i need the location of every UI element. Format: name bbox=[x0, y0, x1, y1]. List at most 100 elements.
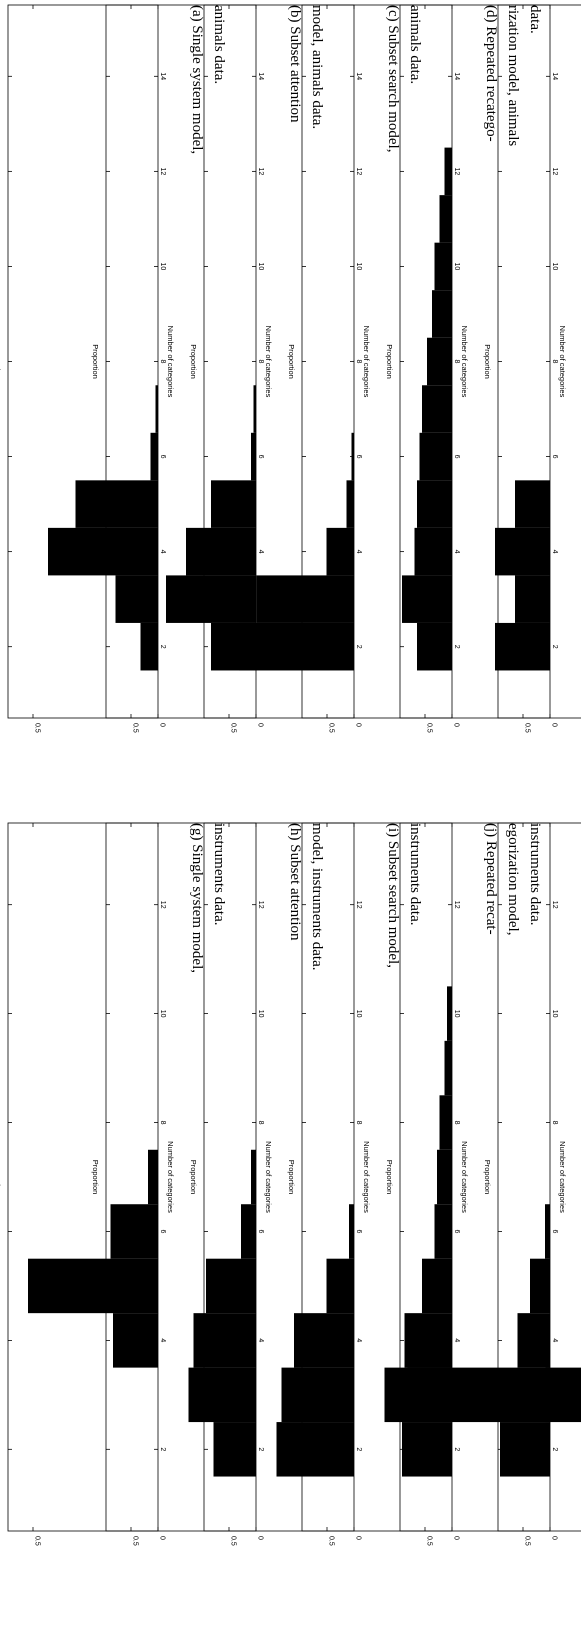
bar-2 bbox=[402, 1422, 452, 1477]
x-tick-label: 12 bbox=[257, 167, 264, 175]
y-tick-label: 0 bbox=[355, 723, 362, 727]
x-axis-label: Number of categories bbox=[460, 1141, 469, 1213]
x-tick-label: 8 bbox=[257, 1121, 264, 1125]
caption-line: (a) Single system model, bbox=[189, 5, 205, 154]
chart-panel-h: 0 0.5 2 4 6 8 10 12 Number of categories Proporti… bbox=[91, 822, 325, 1546]
x-tick-label: 8 bbox=[453, 360, 460, 364]
caption-line: animals data. bbox=[407, 5, 423, 84]
bar-3 bbox=[515, 575, 550, 623]
bar-3 bbox=[281, 1367, 354, 1423]
y-tick-label: 0 bbox=[551, 1536, 558, 1540]
y-tick-label: 0 bbox=[453, 723, 460, 727]
caption-line: animals data. bbox=[211, 5, 227, 84]
bar-5 bbox=[515, 480, 550, 528]
y-axis-label: Proportion bbox=[91, 344, 100, 379]
bar-5 bbox=[346, 480, 354, 528]
x-tick-label: 4 bbox=[551, 1338, 558, 1342]
y-tick-label: 0 bbox=[355, 1536, 362, 1540]
y-tick-label: 0.5 bbox=[426, 723, 433, 733]
x-tick-label: 8 bbox=[551, 1121, 558, 1125]
chart-panel-b: 0 0.5 2 4 6 8 10 12 14 Number of categories Propor… bbox=[91, 4, 325, 733]
x-tick-label: 8 bbox=[159, 360, 166, 364]
chart-panel-e: 0 0.5 2 4 6 8 10 12 14 Number of categories Propor… bbox=[385, 4, 567, 733]
x-tick-label: 10 bbox=[355, 1010, 362, 1018]
bar-3 bbox=[115, 575, 158, 623]
x-tick-label: 12 bbox=[159, 901, 166, 909]
bar-4 bbox=[414, 527, 452, 576]
x-axis-label: Number of categories bbox=[166, 326, 175, 398]
x-tick-label: 6 bbox=[551, 455, 558, 459]
y-axis-label: Proportion bbox=[0, 344, 2, 379]
y-tick-label: 0 bbox=[159, 1536, 166, 1540]
x-axis-label: Number of categories bbox=[558, 1141, 567, 1213]
y-axis-label: Proportion bbox=[385, 344, 394, 379]
plot-frame bbox=[7, 822, 159, 1532]
bar-2 bbox=[276, 1422, 354, 1477]
x-tick-label: 4 bbox=[453, 550, 460, 554]
bar-5 bbox=[211, 480, 256, 528]
bar-5 bbox=[75, 480, 158, 528]
x-tick-label: 10 bbox=[159, 263, 166, 271]
bar-4 bbox=[517, 1313, 550, 1368]
chart-panel-l: 0 0.5 2 4 6 8 10 12 Number of categories Proporti… bbox=[483, 822, 581, 1546]
x-axis-label: Number of categories bbox=[264, 326, 273, 398]
bar-3 bbox=[402, 575, 452, 623]
bar-2 bbox=[500, 1422, 550, 1477]
bar-3 bbox=[166, 575, 256, 623]
chart-panel-f: 0 0.5 2 4 6 8 10 12 14 Number of categories Propor… bbox=[483, 4, 581, 733]
x-tick-label: 2 bbox=[159, 645, 166, 649]
x-tick-label: 14 bbox=[355, 72, 362, 80]
y-tick-label: 0.5 bbox=[328, 1536, 335, 1546]
bar-7 bbox=[437, 1149, 452, 1205]
bar-5 bbox=[422, 1258, 452, 1314]
bar-10 bbox=[434, 242, 452, 291]
x-tick-label: 12 bbox=[551, 167, 558, 175]
x-tick-label: 2 bbox=[551, 1447, 558, 1451]
x-tick-label: 14 bbox=[257, 72, 264, 80]
bar-8 bbox=[439, 1095, 452, 1150]
x-tick-label: 2 bbox=[453, 645, 460, 649]
caption-line: (d) Repeated recatego- bbox=[483, 5, 499, 142]
y-axis-label: Proportion bbox=[189, 1160, 198, 1195]
x-tick-label: 10 bbox=[257, 263, 264, 271]
caption-line: (g) Single system model, bbox=[189, 823, 205, 973]
bar-7 bbox=[148, 1149, 158, 1205]
x-tick-label: 10 bbox=[551, 1010, 558, 1018]
x-tick-label: 2 bbox=[159, 1447, 166, 1451]
x-tick-label: 8 bbox=[257, 360, 264, 364]
caption-line: instruments data. bbox=[527, 823, 543, 925]
caption-line: rization model, animals bbox=[505, 5, 521, 146]
bar-5 bbox=[417, 480, 452, 528]
bar-9 bbox=[432, 290, 452, 338]
caption-line: (c) Subset search model, bbox=[385, 5, 401, 152]
bar-4 bbox=[404, 1313, 452, 1368]
x-tick-label: 12 bbox=[257, 901, 264, 909]
bar-6 bbox=[419, 432, 452, 481]
plot-frame bbox=[399, 822, 551, 1532]
y-tick-label: 0.5 bbox=[328, 723, 335, 733]
bar-4 bbox=[495, 527, 550, 576]
y-axis-label: Proportion bbox=[0, 1160, 2, 1195]
plot-frame bbox=[203, 822, 355, 1532]
caption-line: model, instruments data. bbox=[309, 823, 325, 970]
bar-2 bbox=[417, 622, 452, 671]
bar-6 bbox=[110, 1204, 158, 1259]
x-tick-label: 12 bbox=[551, 901, 558, 909]
x-tick-label: 8 bbox=[355, 360, 362, 364]
bar-6 bbox=[434, 1204, 452, 1259]
x-tick-label: 12 bbox=[355, 167, 362, 175]
x-tick-label: 6 bbox=[453, 455, 460, 459]
x-tick-label: 4 bbox=[355, 1338, 362, 1342]
x-axis-label: Number of categories bbox=[166, 1141, 175, 1213]
caption-line: (i) Subset search model, bbox=[385, 823, 401, 968]
bar-3 bbox=[545, 1367, 581, 1423]
x-tick-label: 4 bbox=[159, 1338, 166, 1342]
chart-panel-c: 0 0.5 2 4 6 8 10 12 14 Number of categories Propor… bbox=[189, 4, 423, 733]
x-tick-label: 4 bbox=[453, 1338, 460, 1342]
x-tick-label: 6 bbox=[257, 1230, 264, 1234]
x-axis-label: Number of categories bbox=[362, 326, 371, 398]
x-tick-label: 6 bbox=[551, 1230, 558, 1234]
x-tick-label: 10 bbox=[453, 263, 460, 271]
bar-5 bbox=[530, 1258, 550, 1314]
